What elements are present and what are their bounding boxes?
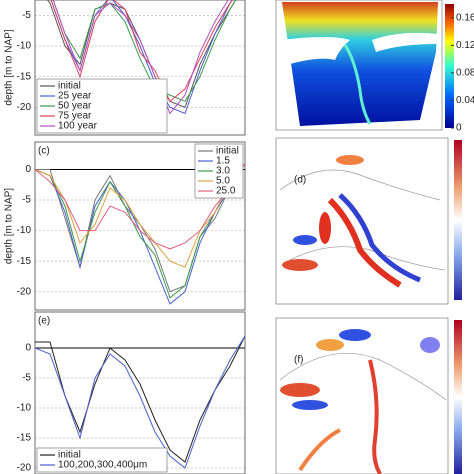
y-tick-label: -20 (17, 286, 32, 297)
y-tick-label: -5 (22, 10, 31, 21)
colorbar-tick-label: 0.08 (456, 68, 474, 79)
colorbar-d (454, 140, 462, 300)
y-tick-label: 0 (25, 343, 31, 354)
y-tick-label: -5 (22, 373, 31, 384)
y-tick-label: -15 (17, 71, 32, 82)
legend-box (36, 447, 168, 473)
panel-label: (c) (38, 146, 50, 157)
plot-frame (34, 0, 246, 136)
map-d (275, 137, 449, 305)
series-line (35, 335, 245, 463)
colorbar-tick-label: 0.04 (456, 95, 474, 106)
legend-label: 1.5 (216, 156, 230, 167)
y-tick-label: -10 (17, 41, 32, 52)
map-f (275, 317, 449, 474)
colorbar (445, 4, 454, 128)
series-line (52, 0, 229, 115)
plot-frame (34, 141, 246, 311)
panel-label: (f) (294, 355, 303, 366)
series-line (35, 163, 245, 250)
y-tick-label: -20 (17, 102, 32, 113)
y-axis-label: depth [m to NAP] (4, 188, 15, 264)
legend-label: initial (58, 450, 81, 461)
y-tick-label: -15 (17, 256, 32, 267)
series-line (50, 0, 234, 115)
y-tick-label: -10 (17, 403, 32, 414)
legend-label: 50 year (58, 101, 92, 112)
legend-label: 100 year (58, 121, 98, 132)
colorbar-f (454, 320, 462, 474)
panel-label: (d) (294, 175, 306, 186)
series-line (52, 0, 237, 102)
legend-box (36, 78, 168, 134)
y-tick-label: 0 (25, 164, 31, 175)
y-tick-label: -5 (22, 195, 31, 206)
y-axis-label: depth [m to NAP] (4, 29, 15, 105)
legend-label: 5.0 (216, 176, 230, 187)
colorbar-tick-label: 0.16 (456, 12, 474, 23)
colorbar-tick-label: 0 (456, 123, 462, 134)
legend-label: 100,200,300,400μm (58, 460, 147, 471)
series-line (35, 163, 245, 299)
legend-label: 3.0 (216, 166, 230, 177)
series-line (35, 163, 245, 268)
panel-label: (e) (38, 316, 50, 327)
map-b (275, 0, 443, 131)
series-line (50, 0, 234, 103)
colorbar-tick-label: 0.12 (456, 40, 474, 51)
series-line (35, 335, 245, 469)
legend-label: initial (58, 81, 81, 92)
legend-label: 75 year (58, 111, 92, 122)
y-tick-label: -20 (17, 463, 32, 474)
plot-frame (34, 311, 246, 474)
legend-label: initial (216, 146, 239, 157)
y-tick-label: -10 (17, 225, 32, 236)
legend-label: 25 year (58, 91, 92, 102)
legend-label: 25.0 (216, 186, 236, 197)
y-tick-label: -15 (17, 433, 32, 444)
